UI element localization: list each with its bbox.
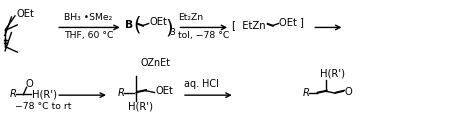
Text: ): )	[165, 19, 172, 38]
Text: (: (	[133, 16, 140, 35]
Text: OEt ]: OEt ]	[278, 17, 303, 27]
Text: H(R'): H(R')	[128, 101, 153, 111]
Text: H(R'): H(R')	[319, 68, 344, 78]
Text: R: R	[302, 88, 309, 98]
Text: Et₂Zn: Et₂Zn	[178, 13, 203, 22]
Text: −78 °C to rt: −78 °C to rt	[15, 102, 71, 111]
Text: 3: 3	[169, 28, 175, 37]
Text: OEt: OEt	[155, 86, 173, 96]
Text: BH₃ •SMe₂: BH₃ •SMe₂	[64, 13, 112, 22]
Text: O: O	[343, 87, 351, 97]
Text: R: R	[10, 90, 17, 99]
Text: R: R	[118, 88, 125, 97]
Text: OZnEt: OZnEt	[140, 58, 170, 68]
Text: OEt: OEt	[17, 9, 34, 19]
Text: H(R'): H(R')	[32, 90, 56, 99]
Text: tol, −78 °C: tol, −78 °C	[178, 31, 229, 40]
Text: OEt: OEt	[149, 17, 167, 27]
Text: THF, 60 °C: THF, 60 °C	[64, 31, 113, 40]
Text: [  EtZn: [ EtZn	[232, 20, 265, 30]
Text: B: B	[124, 20, 133, 30]
Text: aq. HCl: aq. HCl	[184, 79, 218, 89]
Text: O: O	[25, 79, 33, 89]
